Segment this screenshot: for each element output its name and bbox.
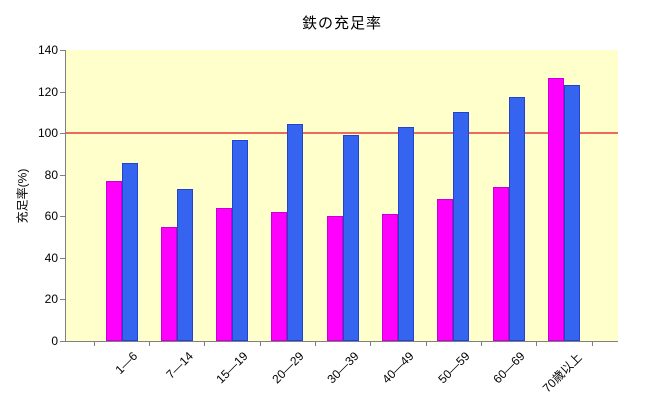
bar-blue-5 — [343, 135, 359, 341]
bar-blue-7 — [453, 112, 469, 341]
bar-magenta-4 — [271, 212, 287, 341]
bar-blue-1 — [122, 163, 138, 341]
x-axis-label: 15—19 — [213, 349, 252, 387]
y-tick-label: 0 — [51, 334, 58, 348]
y-axis-tick — [60, 216, 66, 217]
x-axis-tick — [149, 342, 150, 346]
x-axis-label: 7—14 — [163, 349, 196, 382]
y-tick-label: 20 — [44, 292, 58, 306]
bar-magenta-7 — [437, 199, 453, 341]
y-tick-label: 140 — [37, 43, 58, 57]
y-axis-tick — [60, 258, 66, 259]
bar-magenta-8 — [493, 187, 509, 341]
bar-magenta-3 — [216, 208, 232, 341]
y-tick-label: 40 — [44, 251, 58, 265]
x-axis-tick — [426, 342, 427, 346]
bar-magenta-2 — [161, 227, 177, 341]
x-axis-tick — [315, 342, 316, 346]
y-tick-label: 100 — [37, 126, 58, 140]
x-axis-label: 30—39 — [324, 349, 362, 387]
bar-blue-8 — [509, 97, 525, 341]
y-axis-tick — [60, 341, 66, 342]
x-axis-label: 20—29 — [269, 349, 307, 387]
y-tick-label: 60 — [44, 209, 58, 223]
x-axis-label: 1—6 — [112, 349, 141, 377]
bar-magenta-6 — [382, 214, 398, 341]
x-axis-label: 60—69 — [490, 349, 528, 387]
x-axis-tick — [481, 342, 482, 346]
reference-line-100 — [66, 132, 618, 134]
x-axis-label: 40—49 — [379, 349, 417, 387]
bar-magenta-5 — [327, 216, 343, 341]
x-axis-tick — [592, 342, 593, 346]
x-axis-label: 70歳以上 — [539, 350, 585, 396]
y-axis-tick — [60, 175, 66, 176]
y-axis-tick — [60, 92, 66, 93]
bar-magenta-9 — [548, 78, 564, 341]
x-axis-line — [65, 341, 618, 342]
y-axis-line — [65, 50, 66, 342]
x-axis-tick — [370, 342, 371, 346]
bar-blue-6 — [398, 127, 414, 341]
y-axis-tick — [60, 133, 66, 134]
y-tick-label: 120 — [37, 85, 58, 99]
x-axis-tick — [536, 342, 537, 346]
y-tick-label: 80 — [44, 168, 58, 182]
x-axis-label: 50—59 — [434, 349, 473, 387]
chart-title: 鉄の充足率 — [301, 15, 382, 32]
x-axis-tick — [94, 342, 95, 346]
bar-blue-2 — [177, 189, 193, 341]
x-axis-tick — [204, 342, 205, 346]
bar-blue-3 — [232, 140, 248, 341]
x-axis-tick — [260, 342, 261, 346]
y-axis-tick — [60, 299, 66, 300]
bar-blue-9 — [564, 85, 580, 341]
y-axis-tick — [60, 50, 66, 51]
bar-blue-4 — [287, 124, 303, 341]
bar-magenta-1 — [106, 181, 122, 341]
